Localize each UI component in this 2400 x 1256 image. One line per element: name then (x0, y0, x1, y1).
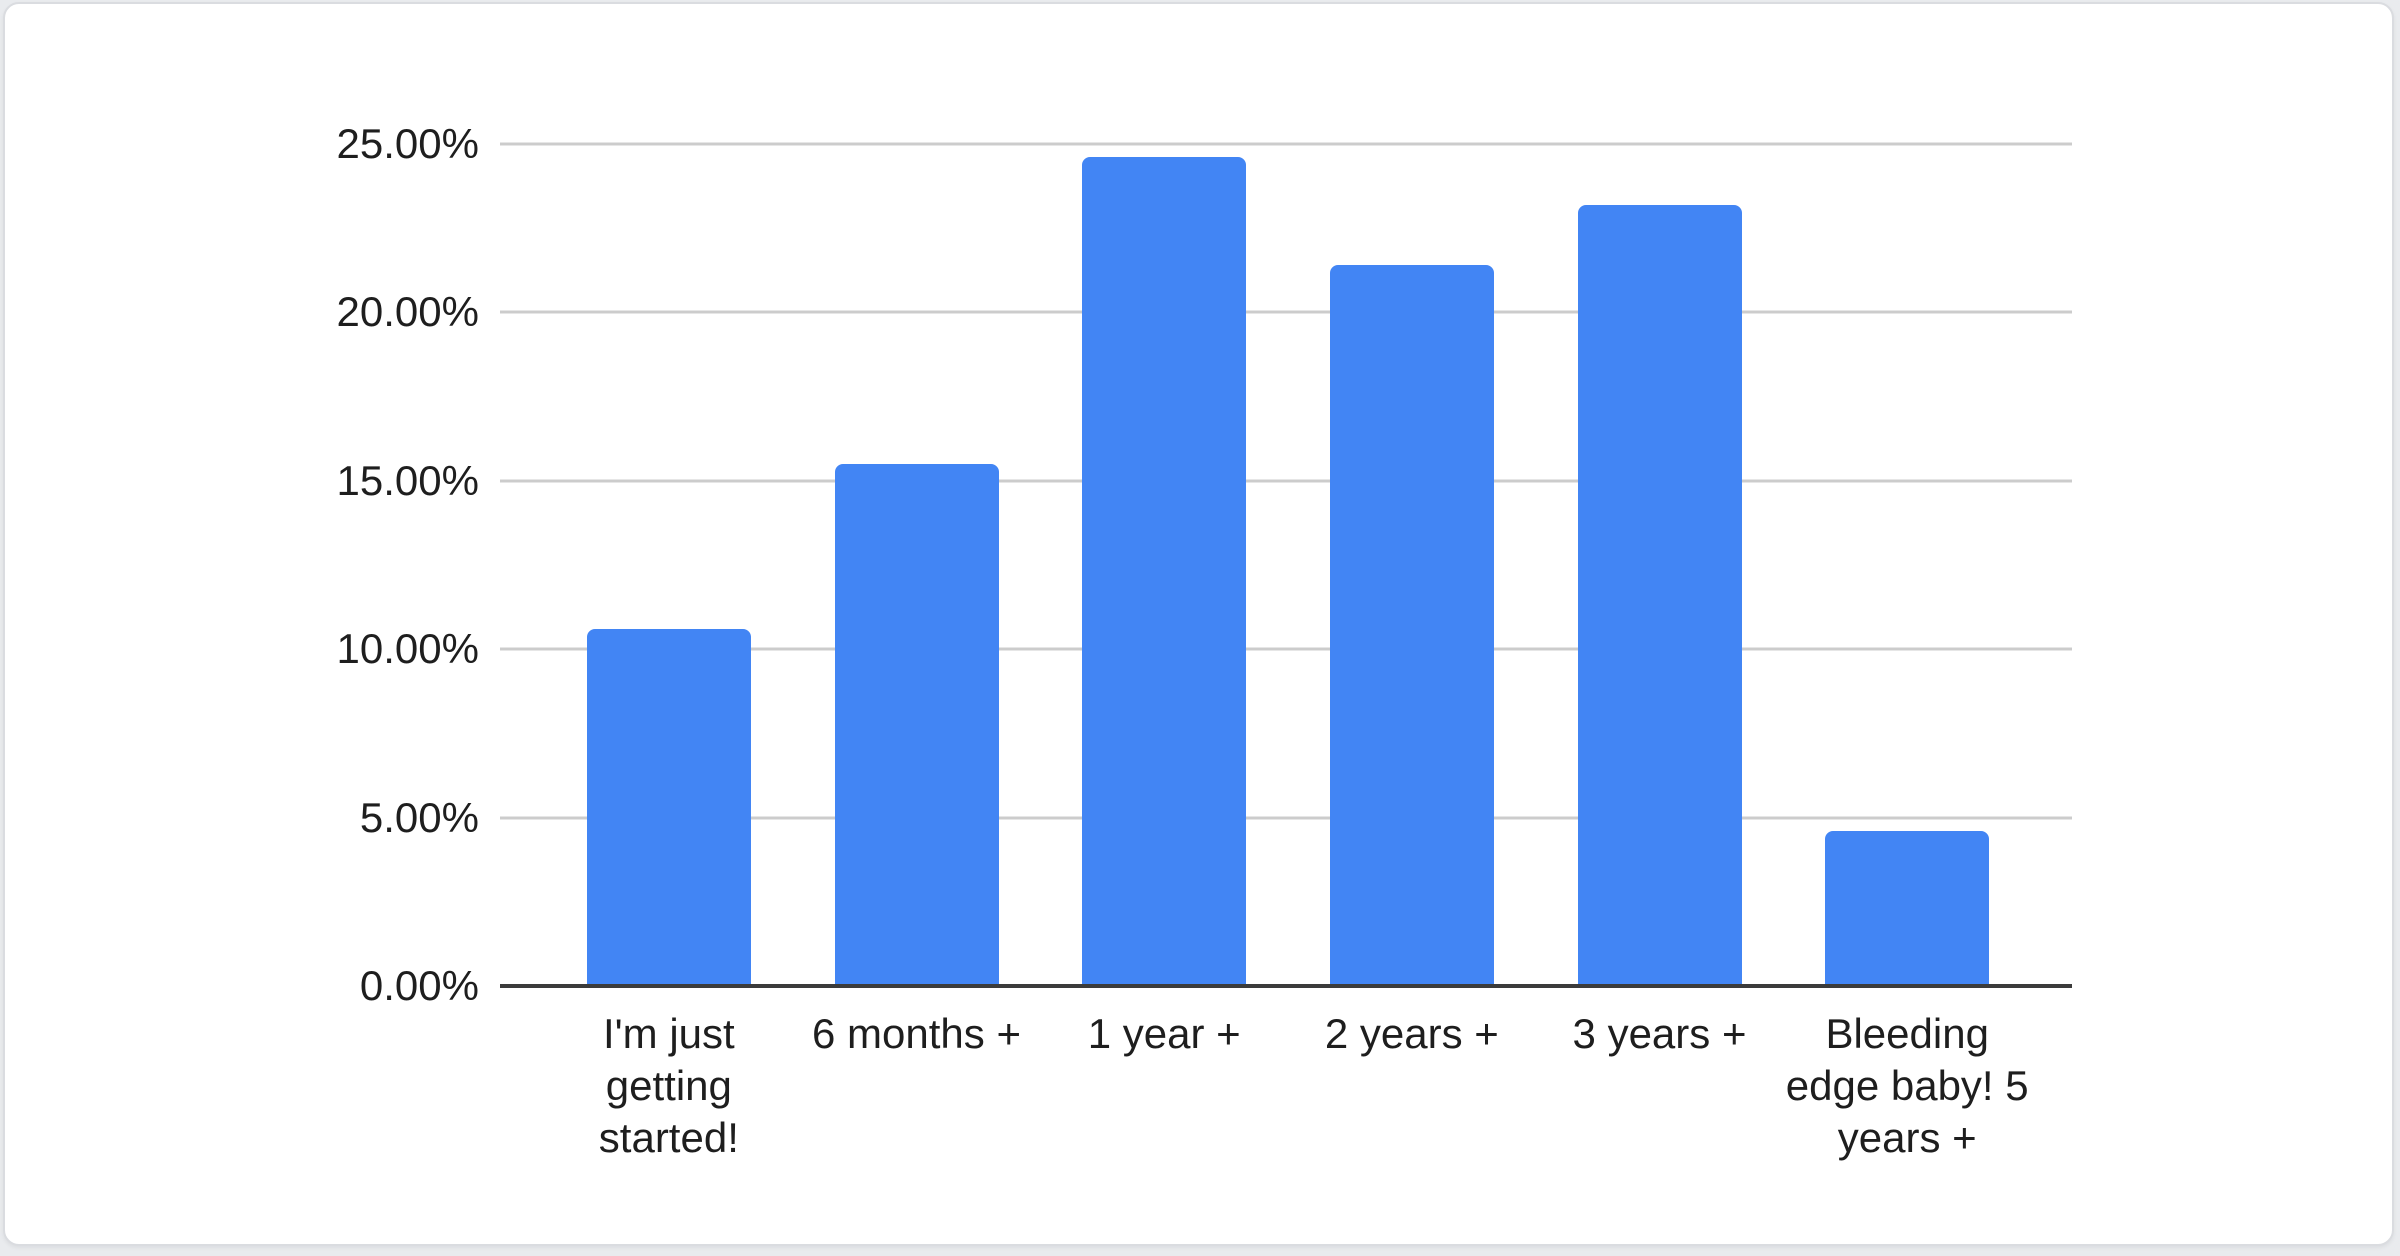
y-axis-tick-label: 10.00% (336, 625, 479, 673)
x-axis-category-label: 3 years + (1572, 1010, 1747, 1057)
gridline (500, 647, 2072, 651)
bar-1[interactable] (586, 629, 751, 986)
x-axis-baseline (500, 984, 2072, 988)
bar-slot (1783, 144, 2031, 986)
chart-card: 25.00% 20.00% 15.00% 10.00% 5.00% 0.00% I'm j… (3, 2, 2394, 1246)
x-axis-labels: I'm just getting started! 6 months + 1 yea… (545, 1008, 2031, 1164)
x-axis-category-label: 1 year + (1087, 1010, 1241, 1057)
y-axis-tick-label: 25.00% (336, 120, 479, 167)
bar-slot (1040, 144, 1288, 986)
gridline (500, 310, 2072, 314)
x-axis-category-label: I'm just getting started! (598, 1010, 739, 1161)
bar-3[interactable] (1082, 157, 1247, 986)
bar-slot (1288, 144, 1536, 986)
x-axis-category-label: 2 years + (1324, 1010, 1499, 1057)
y-axis-tick-label: 0.00% (359, 962, 479, 1009)
bar-slot (1536, 144, 1784, 986)
x-axis-category-label: Bleeding edge baby! 5 years + (1785, 1010, 2029, 1161)
gridline (500, 479, 2072, 483)
y-axis-tick-label: 5.00% (359, 793, 479, 841)
y-axis-tick-label: 15.00% (336, 456, 479, 504)
bar-5[interactable] (1577, 204, 1742, 986)
bars-group (545, 144, 2031, 986)
x-axis-category-label: 6 months + (812, 1010, 1021, 1057)
bar-slot (793, 144, 1041, 986)
bar-6[interactable] (1825, 831, 1990, 986)
bar-chart: 25.00% 20.00% 15.00% 10.00% 5.00% 0.00% I'm j… (5, 4, 2392, 1244)
plot-area (500, 142, 2072, 988)
bar-slot (545, 144, 793, 986)
bar-4[interactable] (1329, 265, 1494, 986)
bar-2[interactable] (834, 463, 999, 986)
gridline (500, 142, 2072, 146)
y-axis-tick-label: 20.00% (336, 288, 479, 336)
gridline (500, 816, 2072, 820)
